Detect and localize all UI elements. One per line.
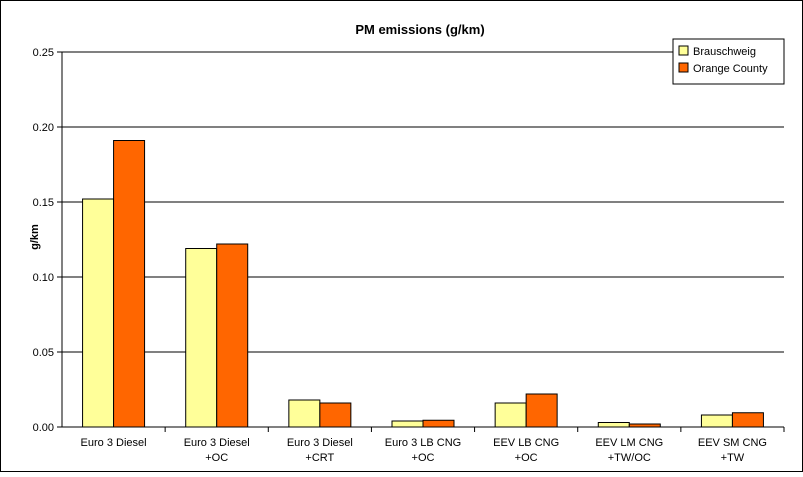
legend: Brauschweig Orange County: [672, 38, 785, 85]
legend-label: Orange County: [693, 63, 768, 75]
bar: [288, 399, 321, 428]
x-tick-label: Euro 3 Diesel: [81, 437, 147, 449]
x-tick-label-line: +OC: [205, 452, 228, 464]
x-tick-label-line: +TW: [721, 452, 745, 464]
bar: [494, 402, 527, 428]
bar: [422, 419, 455, 428]
x-tick-label-line: +TW/OC: [608, 452, 651, 464]
x-tick-label-line: EEV LB CNG: [493, 437, 559, 449]
y-tick-label: 0.15: [33, 197, 54, 209]
x-tick-label-line: Euro 3 Diesel: [287, 437, 353, 449]
bar: [185, 248, 218, 428]
x-tick-label-line: +OC: [515, 452, 538, 464]
x-tick-label: EEV SM CNG +TW: [698, 437, 767, 464]
bar: [82, 198, 115, 428]
bar: [700, 414, 733, 428]
bar: [731, 412, 764, 428]
plot-background: [62, 52, 784, 427]
bar: [391, 420, 424, 428]
y-axis-label: g/km: [29, 224, 41, 250]
bar: [525, 393, 558, 428]
y-tick-label: 0.25: [33, 47, 54, 59]
x-tick-label: EEV LB CNG +OC: [493, 437, 559, 464]
x-tick-label-line: EEV SM CNG: [698, 437, 767, 449]
bar: [319, 402, 352, 428]
legend-swatch: [678, 45, 689, 56]
x-tick-label: Euro 3 Diesel +OC: [184, 437, 250, 464]
y-tick-label: 0.20: [33, 122, 54, 134]
x-tick-label-line: Euro 3 Diesel: [184, 437, 250, 449]
bar: [113, 140, 146, 428]
y-tick-label: 0.05: [33, 347, 54, 359]
x-tick-label-line: Euro 3 LB CNG: [385, 437, 461, 449]
legend-box: [672, 38, 785, 85]
y-tick-label: 0.10: [33, 272, 54, 284]
x-tick-label-line: +CRT: [305, 452, 334, 464]
x-tick-label-line: EEV LM CNG: [595, 437, 663, 449]
bar: [216, 243, 249, 428]
bar: [597, 422, 630, 428]
bar: [628, 423, 661, 428]
x-tick-label: EEV LM CNG +TW/OC: [595, 437, 663, 464]
y-tick-label: 0.00: [33, 422, 54, 434]
legend-label: Brauschweig: [693, 46, 756, 58]
x-tick-label-line: +OC: [412, 452, 435, 464]
chart-title: PM emissions (g/km): [355, 22, 484, 37]
x-tick-label: Euro 3 Diesel +CRT: [287, 437, 353, 464]
x-tick-label-line: Euro 3 Diesel: [81, 437, 147, 449]
legend-swatch: [678, 62, 689, 73]
x-tick-label: Euro 3 LB CNG +OC: [385, 437, 461, 464]
